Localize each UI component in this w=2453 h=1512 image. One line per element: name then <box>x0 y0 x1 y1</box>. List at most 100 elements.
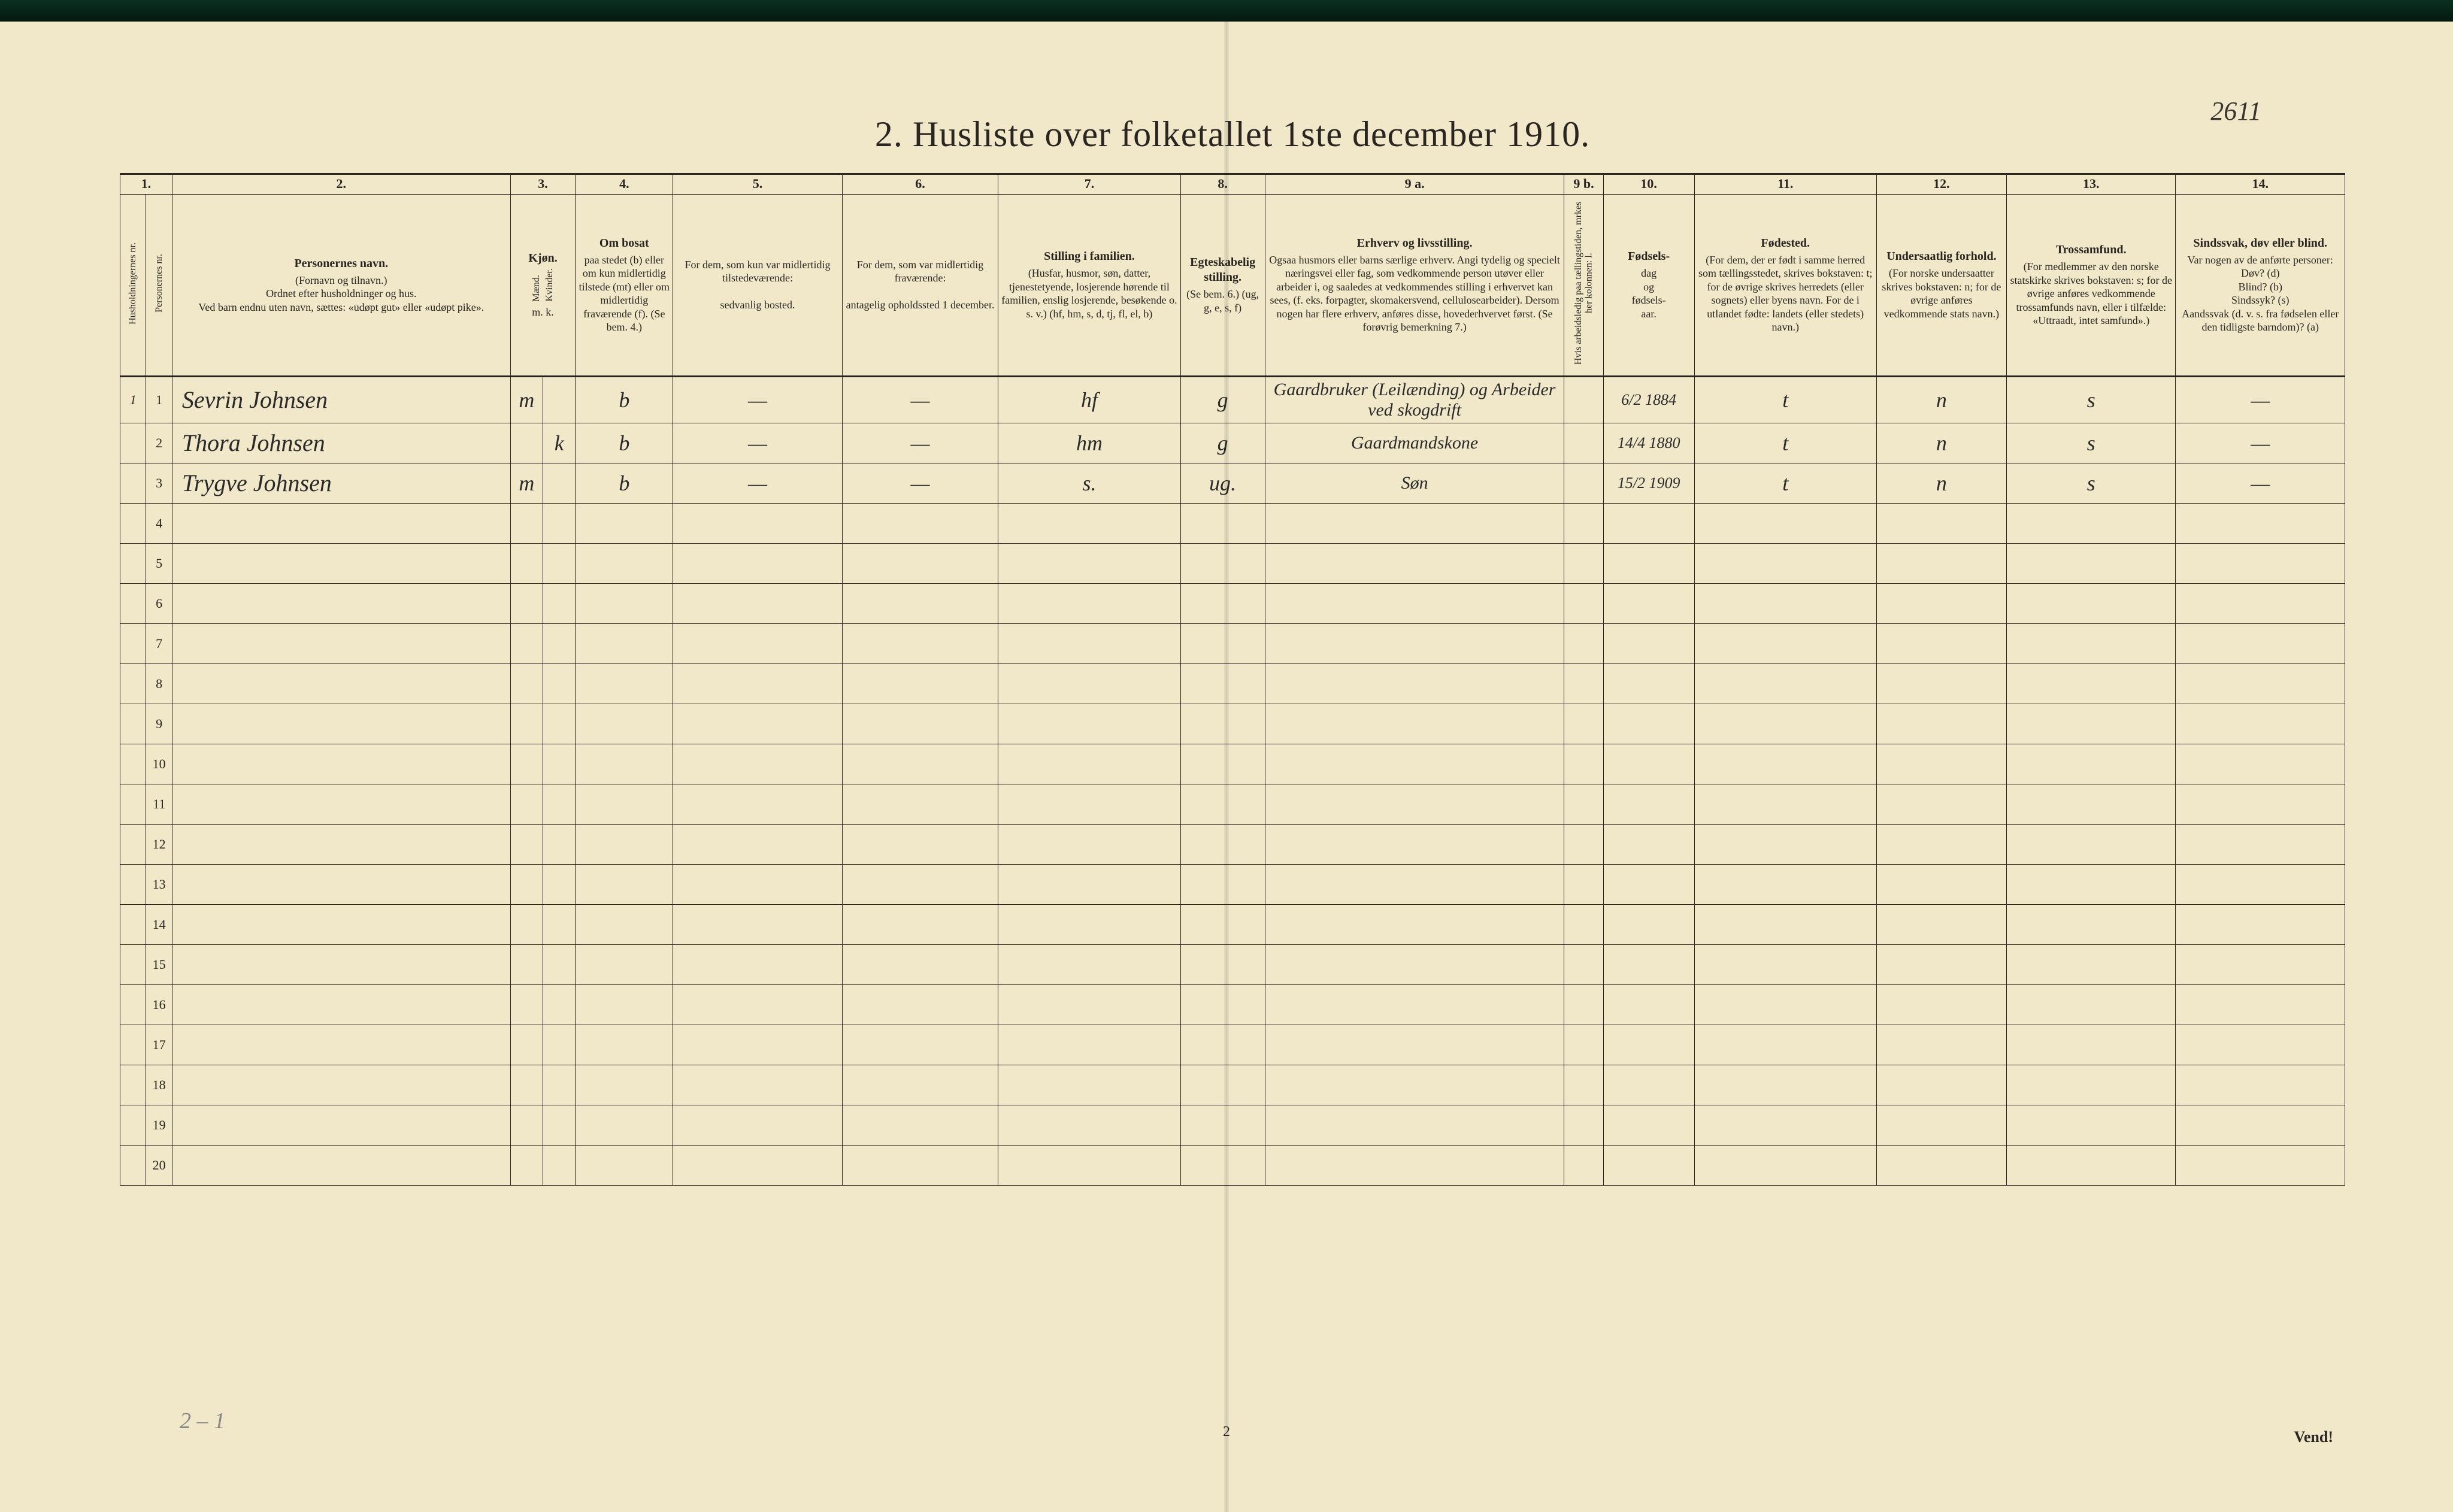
table-row-empty: 18 <box>120 1065 2345 1105</box>
cell-11: t <box>1694 463 1876 503</box>
cell-empty <box>842 1065 998 1105</box>
cell-bosat: b <box>576 463 673 503</box>
cell-empty <box>576 904 673 944</box>
colnum-5: 5. <box>673 174 842 195</box>
cell-pn: 12 <box>146 824 172 864</box>
census-table-body: 11Sevrin Johnsenmb——hfgGaardbruker (Leil… <box>120 376 2345 1185</box>
cell-empty <box>172 1065 510 1105</box>
cell-empty <box>1564 864 1603 904</box>
cell-empty <box>1180 904 1265 944</box>
cell-empty <box>998 1105 1180 1145</box>
cell-empty <box>2007 984 2176 1025</box>
cell-empty <box>1694 543 1876 583</box>
cell-empty <box>673 824 842 864</box>
cell-sex-m: m <box>510 463 543 503</box>
cell-9a: Gaardbruker (Leilænding) og Arbeider ved… <box>1265 376 1564 423</box>
census-table: 1. 2. 3. 4. 5. 6. 7. 8. 9 a. 9 b. 10. 11… <box>120 173 2345 1186</box>
cell-empty <box>543 663 576 704</box>
cell-hh <box>120 784 146 824</box>
cell-empty <box>172 744 510 784</box>
cell-6: — <box>842 463 998 503</box>
cell-empty <box>1603 984 1694 1025</box>
cell-hh <box>120 744 146 784</box>
cell-empty <box>1694 864 1876 904</box>
cell-empty <box>1876 1065 2006 1105</box>
cell-empty <box>2176 704 2345 744</box>
cell-empty <box>1603 1105 1694 1145</box>
colnum-7: 7. <box>998 174 1180 195</box>
cell-hh <box>120 663 146 704</box>
table-row: 11Sevrin Johnsenmb——hfgGaardbruker (Leil… <box>120 376 2345 423</box>
cell-empty <box>1564 1025 1603 1065</box>
cell-hh <box>120 1105 146 1145</box>
cell-pn: 10 <box>146 744 172 784</box>
cell-empty <box>1694 744 1876 784</box>
census-page: 2611 2. Husliste over folketallet 1ste d… <box>0 0 2453 1512</box>
cell-empty <box>172 503 510 543</box>
cell-empty <box>1694 583 1876 623</box>
cell-empty <box>1694 1065 1876 1105</box>
cell-8: g <box>1180 423 1265 463</box>
colnum-12: 12. <box>1876 174 2006 195</box>
cell-empty <box>2007 1025 2176 1065</box>
colnum-2: 2. <box>172 174 510 195</box>
cell-empty <box>1180 1025 1265 1065</box>
cell-pn: 8 <box>146 663 172 704</box>
colnum-3: 3. <box>510 174 576 195</box>
cell-empty <box>2007 1065 2176 1105</box>
cell-empty <box>673 543 842 583</box>
cell-empty <box>1180 744 1265 784</box>
cell-empty <box>543 1145 576 1185</box>
cell-empty <box>1265 663 1564 704</box>
cell-pn: 16 <box>146 984 172 1025</box>
cell-empty <box>172 904 510 944</box>
cell-empty <box>543 503 576 543</box>
colnum-4: 4. <box>576 174 673 195</box>
cell-empty <box>842 623 998 663</box>
cell-13: s <box>2007 423 2176 463</box>
cell-empty <box>1694 824 1876 864</box>
cell-empty <box>2176 583 2345 623</box>
cell-empty <box>510 1105 543 1145</box>
cell-empty <box>1603 1145 1694 1185</box>
cell-empty <box>576 1065 673 1105</box>
cell-11: t <box>1694 376 1876 423</box>
cell-empty <box>543 984 576 1025</box>
cell-empty <box>2176 984 2345 1025</box>
table-row-empty: 20 <box>120 1145 2345 1185</box>
cell-empty <box>2176 944 2345 984</box>
cell-empty <box>2176 663 2345 704</box>
handwritten-page-number: 2611 <box>2210 96 2261 126</box>
cell-empty <box>842 543 998 583</box>
cell-empty <box>1876 583 2006 623</box>
cell-8: ug. <box>1180 463 1265 503</box>
header-egteskabelig: Egteskabelig stilling. (Se bem. 6.) (ug,… <box>1180 195 1265 377</box>
cell-empty <box>543 623 576 663</box>
cell-empty <box>172 663 510 704</box>
cell-empty <box>1564 1145 1603 1185</box>
cell-empty <box>510 784 543 824</box>
header-hh-nr: Husholdningernes nr. <box>120 195 146 377</box>
cell-5: — <box>673 423 842 463</box>
cell-empty <box>576 503 673 543</box>
cell-empty <box>998 944 1180 984</box>
table-row-empty: 12 <box>120 824 2345 864</box>
cell-empty <box>543 1105 576 1145</box>
cell-empty <box>1265 824 1564 864</box>
cell-bosat: b <box>576 423 673 463</box>
cell-empty <box>1180 704 1265 744</box>
header-person-nr: Personernes nr. <box>146 195 172 377</box>
column-number-row: 1. 2. 3. 4. 5. 6. 7. 8. 9 a. 9 b. 10. 11… <box>120 174 2345 195</box>
cell-empty <box>543 904 576 944</box>
cell-empty <box>172 623 510 663</box>
cell-empty <box>1876 984 2006 1025</box>
cell-empty <box>510 744 543 784</box>
cell-empty <box>842 784 998 824</box>
cell-empty <box>1603 704 1694 744</box>
column-header-row: Husholdningernes nr. Personernes nr. Per… <box>120 195 2345 377</box>
cell-empty <box>2176 1145 2345 1185</box>
cell-empty <box>1564 984 1603 1025</box>
cell-13: s <box>2007 463 2176 503</box>
cell-empty <box>172 784 510 824</box>
cell-7: hm <box>998 423 1180 463</box>
